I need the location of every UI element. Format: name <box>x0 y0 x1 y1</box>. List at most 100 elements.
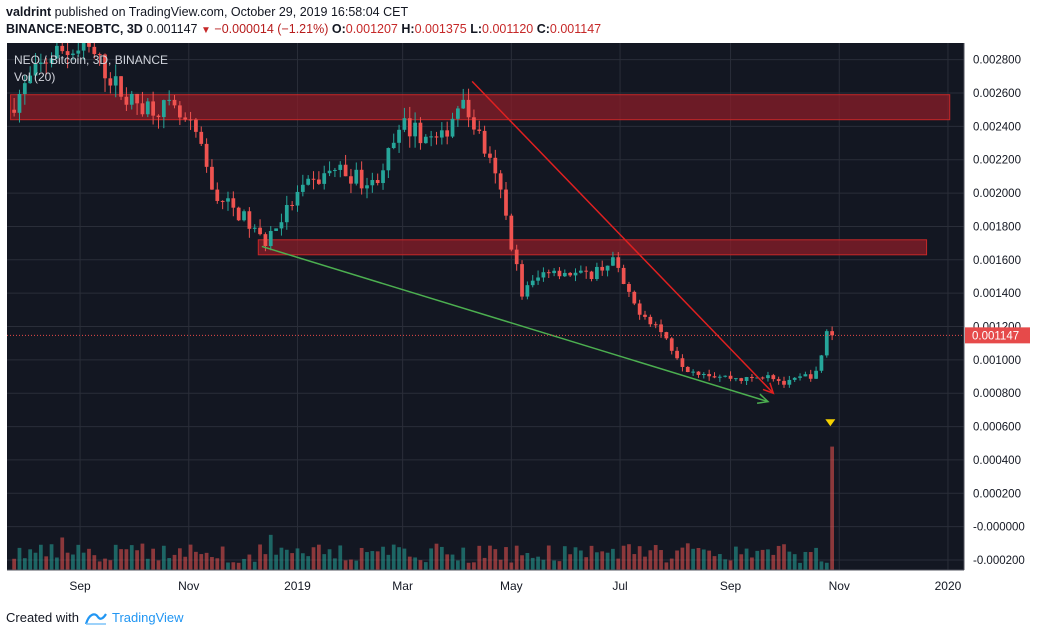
volume-bar <box>343 560 348 570</box>
candle-body <box>407 118 412 137</box>
candle-body <box>263 234 268 247</box>
volume-bar <box>17 547 22 570</box>
candle-body <box>231 198 236 208</box>
volume-bar <box>204 552 209 570</box>
arrowhead-green <box>756 393 770 404</box>
volume-bar <box>402 548 407 570</box>
candle-body <box>605 265 610 271</box>
candle-body <box>365 185 369 189</box>
trend-line-red <box>471 80 774 394</box>
candle-body <box>103 54 107 79</box>
candle-body <box>514 249 519 265</box>
price-chart[interactable]: 0.002800 0.002600 0.002400 0.002200 0.002000… <box>0 43 1044 598</box>
volume-bar <box>38 544 43 570</box>
volume-bar <box>595 552 599 570</box>
created-with-text: Created with <box>6 610 79 625</box>
volume-bar <box>589 545 594 570</box>
time-tick-label: Sep <box>69 579 91 593</box>
volume-bar <box>220 546 225 570</box>
volume-bar <box>119 549 123 570</box>
volume-bar <box>226 562 230 570</box>
volume-bar <box>776 545 781 570</box>
candle-body <box>343 164 348 177</box>
candle-body <box>685 366 690 372</box>
arrowhead-red <box>762 382 775 395</box>
candle-body <box>38 62 43 65</box>
time-tick-label: Sep <box>720 579 742 593</box>
candle-body <box>423 136 428 144</box>
volume-bar <box>675 550 679 570</box>
volume-bar <box>188 544 193 570</box>
high-value: 0.001375 <box>414 22 467 36</box>
candles <box>12 43 834 388</box>
candle-body <box>461 99 466 109</box>
candle-body <box>707 374 712 377</box>
candle-body <box>413 122 417 137</box>
author-name[interactable]: valdrint <box>6 5 52 19</box>
price-zone <box>10 94 951 121</box>
volume-bar <box>365 552 369 570</box>
candle-body <box>632 291 637 304</box>
candle-body <box>108 78 113 86</box>
price-tick-label: 0.002400 <box>973 121 1021 133</box>
volume-bar <box>124 549 129 570</box>
candle-body <box>28 75 33 84</box>
last-price: 0.001147 <box>146 22 198 36</box>
candle-body <box>541 272 546 278</box>
volume-bar <box>750 557 754 570</box>
candle-body <box>530 280 535 286</box>
candle-body <box>755 377 760 379</box>
volume-bar <box>600 551 605 570</box>
tradingview-brand[interactable]: TradingView <box>112 610 184 625</box>
volume-title: Vol (20) <box>14 70 55 84</box>
plot-area[interactable] <box>7 43 964 570</box>
volume-bar <box>247 554 252 570</box>
price-axis[interactable] <box>964 43 1044 570</box>
candle-body <box>268 230 273 247</box>
marker <box>825 419 836 427</box>
volume-bar <box>113 544 118 570</box>
candle-body <box>659 324 663 333</box>
volume-bar <box>717 554 722 570</box>
volume-bar <box>327 549 332 570</box>
volume-bar <box>701 549 706 570</box>
trend-lines[interactable] <box>261 80 775 404</box>
price-tick-label: 0.000200 <box>973 488 1021 500</box>
volume-bar <box>242 558 246 570</box>
candle-body <box>76 50 81 54</box>
volume-bar <box>787 551 792 570</box>
candle-body <box>723 375 728 377</box>
candle-body <box>776 379 781 381</box>
volume-bar <box>108 560 113 570</box>
volume-bar <box>477 545 482 570</box>
candle-body <box>429 136 434 138</box>
volume-bar <box>696 547 701 570</box>
candle-body <box>71 53 75 56</box>
candle-body <box>370 180 375 186</box>
volume-bar <box>445 554 450 570</box>
volume-bar <box>653 545 658 570</box>
volume-bar <box>55 557 59 570</box>
volume-bar <box>284 549 289 570</box>
candle-body <box>124 96 129 105</box>
candle-body <box>456 108 460 119</box>
candle-body <box>279 222 284 229</box>
volume-bar <box>536 556 540 570</box>
candle-body <box>637 303 642 315</box>
candle-body <box>247 211 252 229</box>
volume-bar <box>236 562 241 570</box>
candle-body <box>333 169 337 171</box>
volume-bar <box>370 551 375 570</box>
candle-body <box>552 270 556 274</box>
volume-bar <box>530 557 535 570</box>
candle-body <box>504 189 508 216</box>
candle-body <box>391 142 396 149</box>
volume-bar <box>520 555 524 570</box>
time-tick-label: Nov <box>178 579 199 593</box>
candle-body <box>81 43 86 51</box>
candle-body <box>643 314 647 317</box>
volume-bar <box>349 559 353 570</box>
volume-bar <box>584 557 589 570</box>
candle-body <box>600 266 605 271</box>
volume-bar <box>707 550 712 570</box>
